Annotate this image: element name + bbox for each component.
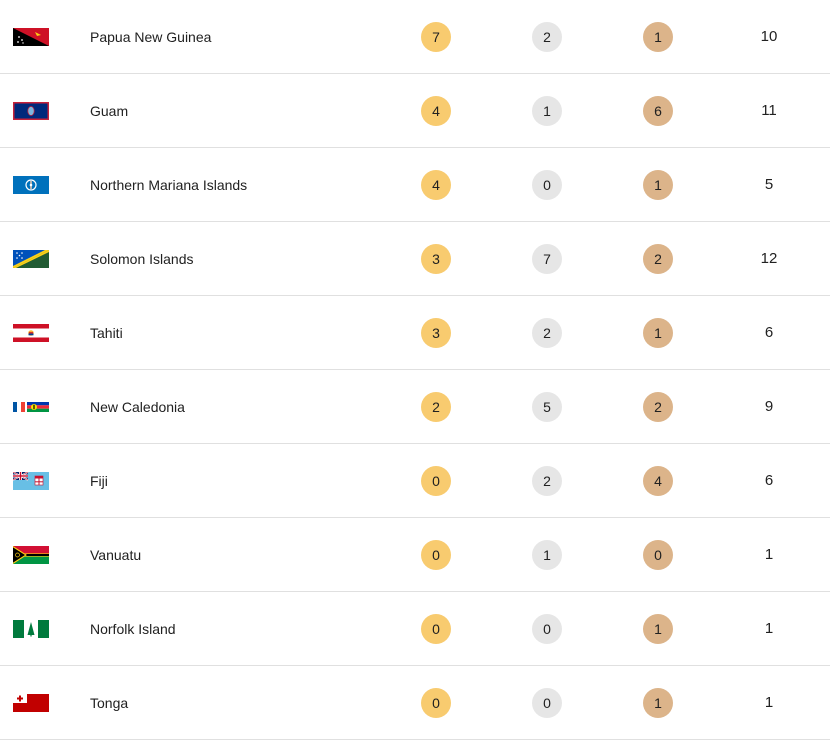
total-count: 6 <box>764 324 774 341</box>
country-name: Solomon Islands <box>90 251 194 267</box>
fiji-flag-icon <box>13 472 49 490</box>
silver-count: 2 <box>532 318 562 348</box>
total-count: 9 <box>764 398 774 415</box>
silver-count: 2 <box>532 22 562 52</box>
total-count: 1 <box>764 694 774 711</box>
gold-count: 0 <box>421 614 451 644</box>
papua-new-guinea-flag-icon <box>13 28 49 46</box>
country-name: Fiji <box>90 473 108 489</box>
country-name: Tonga <box>90 695 129 711</box>
tonga-flag-icon <box>13 694 49 712</box>
bronze-count: 1 <box>643 614 673 644</box>
bronze-count: 2 <box>643 244 673 274</box>
silver-count: 7 <box>532 244 562 274</box>
table-row[interactable]: Solomon Islands 3 7 2 12 <box>0 222 830 296</box>
total-count: 6 <box>764 472 774 489</box>
bronze-count: 2 <box>643 392 673 422</box>
solomon-islands-flag-icon <box>13 250 49 268</box>
silver-count: 1 <box>532 96 562 126</box>
table-row[interactable]: Guam 4 1 6 11 <box>0 74 830 148</box>
country-name: Tahiti <box>90 325 123 341</box>
silver-count: 1 <box>532 540 562 570</box>
silver-count: 0 <box>532 614 562 644</box>
country-name: Northern Mariana Islands <box>90 177 248 193</box>
total-count: 10 <box>760 28 778 45</box>
new-caledonia-flag-icon <box>13 398 49 416</box>
total-count: 1 <box>764 620 774 637</box>
table-row[interactable]: Tahiti 3 2 1 6 <box>0 296 830 370</box>
total-count: 5 <box>764 176 774 193</box>
total-count: 11 <box>761 102 777 119</box>
gold-count: 3 <box>421 244 451 274</box>
silver-count: 2 <box>532 466 562 496</box>
table-row[interactable]: Vanuatu 0 1 0 1 <box>0 518 830 592</box>
country-name: Papua New Guinea <box>90 29 212 45</box>
table-row[interactable]: New Caledonia 2 5 2 9 <box>0 370 830 444</box>
bronze-count: 6 <box>643 96 673 126</box>
table-row[interactable]: Fiji 0 2 4 6 <box>0 444 830 518</box>
bronze-count: 1 <box>643 688 673 718</box>
tahiti-flag-icon <box>13 324 49 342</box>
total-count: 12 <box>760 250 778 267</box>
gold-count: 4 <box>421 96 451 126</box>
table-row[interactable]: Northern Mariana Islands 4 0 1 5 <box>0 148 830 222</box>
silver-count: 0 <box>532 170 562 200</box>
total-count: 1 <box>764 546 774 563</box>
gold-count: 7 <box>421 22 451 52</box>
table-row[interactable]: Papua New Guinea 7 2 1 10 <box>0 0 830 74</box>
bronze-count: 1 <box>643 318 673 348</box>
bronze-count: 1 <box>643 170 673 200</box>
gold-count: 3 <box>421 318 451 348</box>
silver-count: 5 <box>532 392 562 422</box>
gold-count: 0 <box>421 688 451 718</box>
country-name: New Caledonia <box>90 399 185 415</box>
gold-count: 0 <box>421 466 451 496</box>
norfolk-island-flag-icon <box>13 620 49 638</box>
gold-count: 4 <box>421 170 451 200</box>
table-row[interactable]: Tonga 0 0 1 1 <box>0 666 830 740</box>
gold-count: 0 <box>421 540 451 570</box>
vanuatu-flag-icon <box>13 546 49 564</box>
gold-count: 2 <box>421 392 451 422</box>
country-name: Vanuatu <box>90 547 142 563</box>
silver-count: 0 <box>532 688 562 718</box>
bronze-count: 4 <box>643 466 673 496</box>
country-name: Guam <box>90 103 129 119</box>
bronze-count: 0 <box>643 540 673 570</box>
table-row[interactable]: Norfolk Island 0 0 1 1 <box>0 592 830 666</box>
northern-mariana-islands-flag-icon <box>13 176 49 194</box>
bronze-count: 1 <box>643 22 673 52</box>
guam-flag-icon <box>13 102 49 120</box>
country-name: Norfolk Island <box>90 621 176 637</box>
